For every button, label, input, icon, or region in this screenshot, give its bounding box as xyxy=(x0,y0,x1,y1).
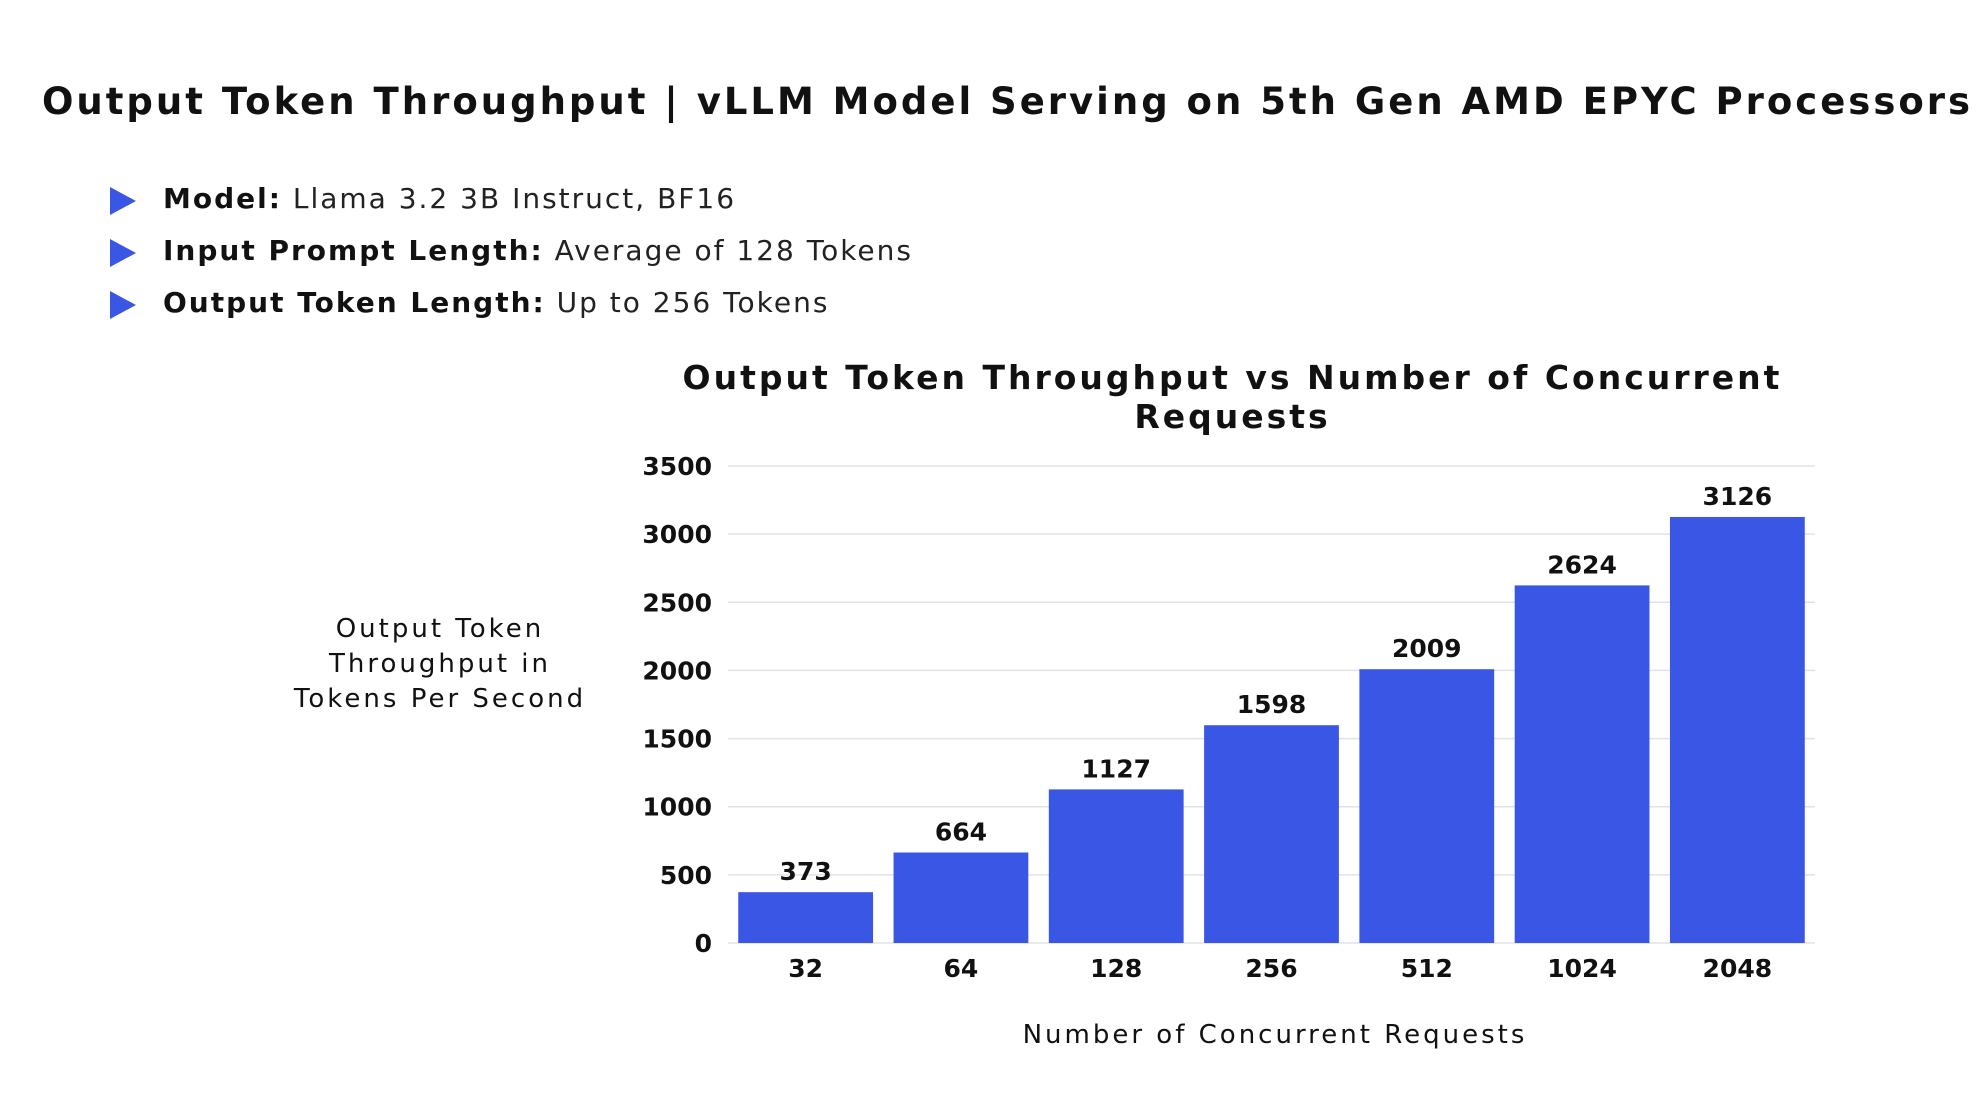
data-label: 2009 xyxy=(1392,634,1462,663)
x-tick-label: 256 xyxy=(1245,954,1297,983)
bullet-arrow-icon xyxy=(110,239,136,267)
y-axis-label: Output Token Throughput in Tokens Per Se… xyxy=(293,614,587,714)
y-tick-label: 0 xyxy=(695,929,712,958)
x-tick-label: 32 xyxy=(788,954,823,983)
y-tick-label: 1000 xyxy=(642,793,712,822)
detail-label: Input Prompt Length: xyxy=(163,234,544,267)
data-label: 664 xyxy=(935,818,987,847)
detail-label: Model: xyxy=(163,182,282,215)
x-tick-label: 512 xyxy=(1401,954,1453,983)
data-label: 373 xyxy=(780,857,832,886)
detail-model: Model: Llama 3.2 3B Instruct, BF16 xyxy=(108,178,913,230)
y-tick-label: 2500 xyxy=(642,588,712,617)
page-title: Output Token Throughput | vLLM Model Ser… xyxy=(41,80,1974,123)
details-list: Model: Llama 3.2 3B Instruct, BF16 Input… xyxy=(108,178,913,334)
y-tick-label: 500 xyxy=(660,861,712,890)
x-tick-label: 64 xyxy=(944,954,979,983)
detail-output-token-length: Output Token Length: Up to 256 Tokens xyxy=(108,282,913,334)
bar xyxy=(738,892,874,943)
x-tick-label: 2048 xyxy=(1703,954,1773,983)
data-label: 1598 xyxy=(1237,690,1307,719)
data-label: 1127 xyxy=(1081,754,1151,783)
y-tick-label: 1500 xyxy=(642,725,712,754)
bar xyxy=(893,852,1029,943)
x-axis-label: Number of Concurrent Requests xyxy=(1022,1020,1528,1050)
bar xyxy=(1048,789,1184,943)
bar xyxy=(1669,516,1805,943)
y-tick-label: 3000 xyxy=(642,520,712,549)
bullet-arrow-icon xyxy=(110,187,136,215)
detail-value: Average of 128 Tokens xyxy=(554,234,913,267)
y-tick-label: 2000 xyxy=(642,656,712,685)
detail-input-prompt-length: Input Prompt Length: Average of 128 Toke… xyxy=(108,230,913,282)
data-label: 2624 xyxy=(1547,550,1617,579)
bullet-arrow-icon xyxy=(110,291,136,319)
chart-title: Output Token Throughput vs Number of Con… xyxy=(682,358,1783,436)
bar xyxy=(1514,585,1650,943)
detail-value: Up to 256 Tokens xyxy=(556,286,830,319)
bar xyxy=(1204,725,1339,943)
x-tick-label: 1024 xyxy=(1547,954,1617,983)
detail-label: Output Token Length: xyxy=(163,286,546,319)
detail-value: Llama 3.2 3B Instruct, BF16 xyxy=(292,182,737,215)
y-tick-label: 3500 xyxy=(642,452,712,481)
data-label: 3126 xyxy=(1703,482,1773,511)
bar xyxy=(1359,669,1495,943)
x-tick-label: 128 xyxy=(1090,954,1142,983)
